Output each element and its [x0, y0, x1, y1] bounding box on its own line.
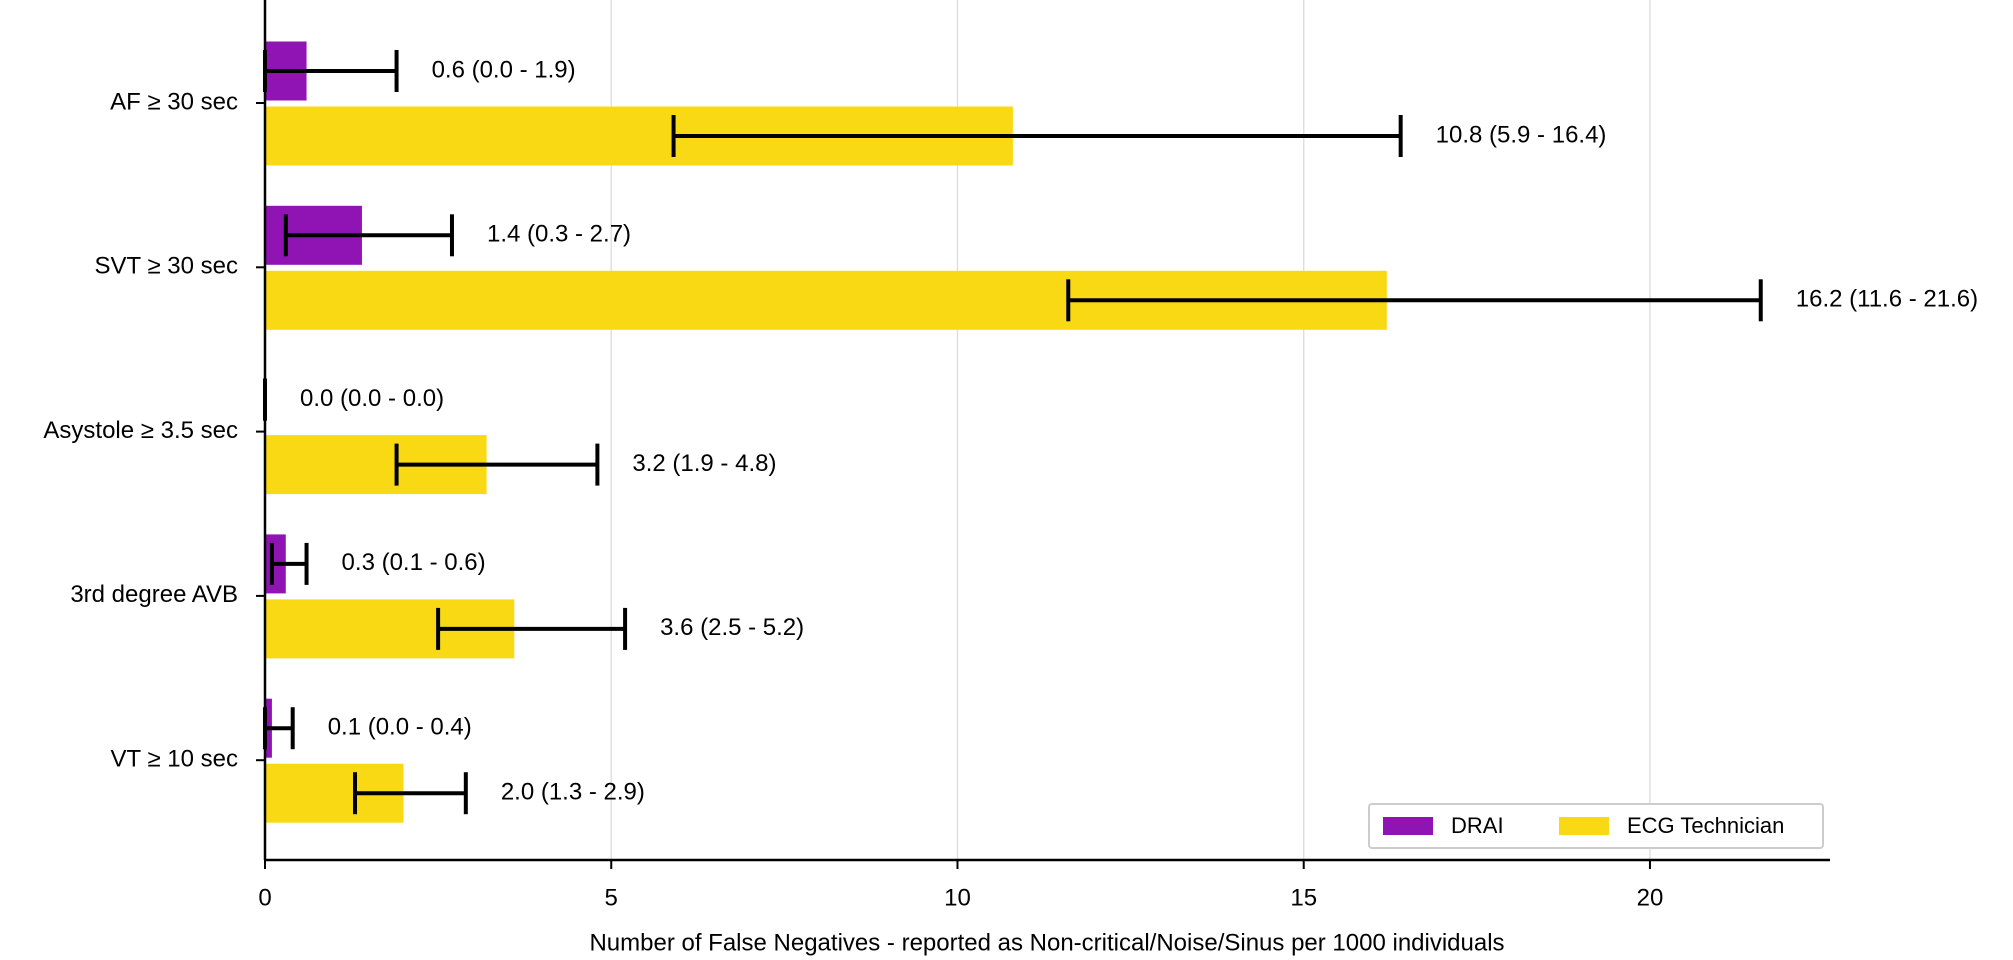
error-bar — [436, 607, 628, 650]
data-label: 0.1 (0.0 - 0.4) — [328, 714, 472, 741]
data-label: 3.6 (2.5 - 5.2) — [660, 614, 804, 641]
x-tick-label: 15 — [1290, 884, 1317, 911]
data-label: 3.2 (1.9 - 4.8) — [632, 450, 776, 477]
error-bar — [394, 443, 600, 486]
legend-swatch — [1559, 817, 1609, 835]
x-axis-label: Number of False Negatives - reported as … — [589, 929, 1504, 956]
x-tick-label: 0 — [258, 884, 271, 911]
data-label: 2.0 (1.3 - 2.9) — [501, 779, 645, 806]
data-label: 0.0 (0.0 - 0.0) — [300, 385, 444, 412]
error-bar — [269, 542, 309, 585]
data-label: 10.8 (5.9 - 16.4) — [1436, 121, 1607, 148]
y-tick-label: Asystole ≥ 3.5 sec — [43, 417, 238, 444]
x-tick-label: 10 — [944, 884, 971, 911]
data-label: 0.3 (0.1 - 0.6) — [342, 549, 486, 576]
y-tick-label: SVT ≥ 30 sec — [95, 253, 238, 280]
error-bar — [353, 772, 468, 815]
x-tick-label: 5 — [605, 884, 618, 911]
error-bar — [283, 214, 454, 257]
y-tick-label: 3rd degree AVB — [70, 581, 238, 608]
y-tick-label: AF ≥ 30 sec — [110, 88, 238, 115]
error-bar — [1066, 279, 1763, 322]
legend-label: DRAI — [1451, 813, 1504, 838]
data-label: 16.2 (11.6 - 21.6) — [1796, 286, 1978, 313]
data-label: 1.4 (0.3 - 2.7) — [487, 221, 631, 248]
y-tick-label: VT ≥ 10 sec — [111, 746, 238, 773]
data-label: 0.6 (0.0 - 1.9) — [432, 56, 576, 83]
legend-swatch — [1383, 817, 1433, 835]
x-tick-label: 20 — [1637, 884, 1664, 911]
error-bar — [671, 115, 1403, 157]
legend-label: ECG Technician — [1627, 813, 1784, 838]
